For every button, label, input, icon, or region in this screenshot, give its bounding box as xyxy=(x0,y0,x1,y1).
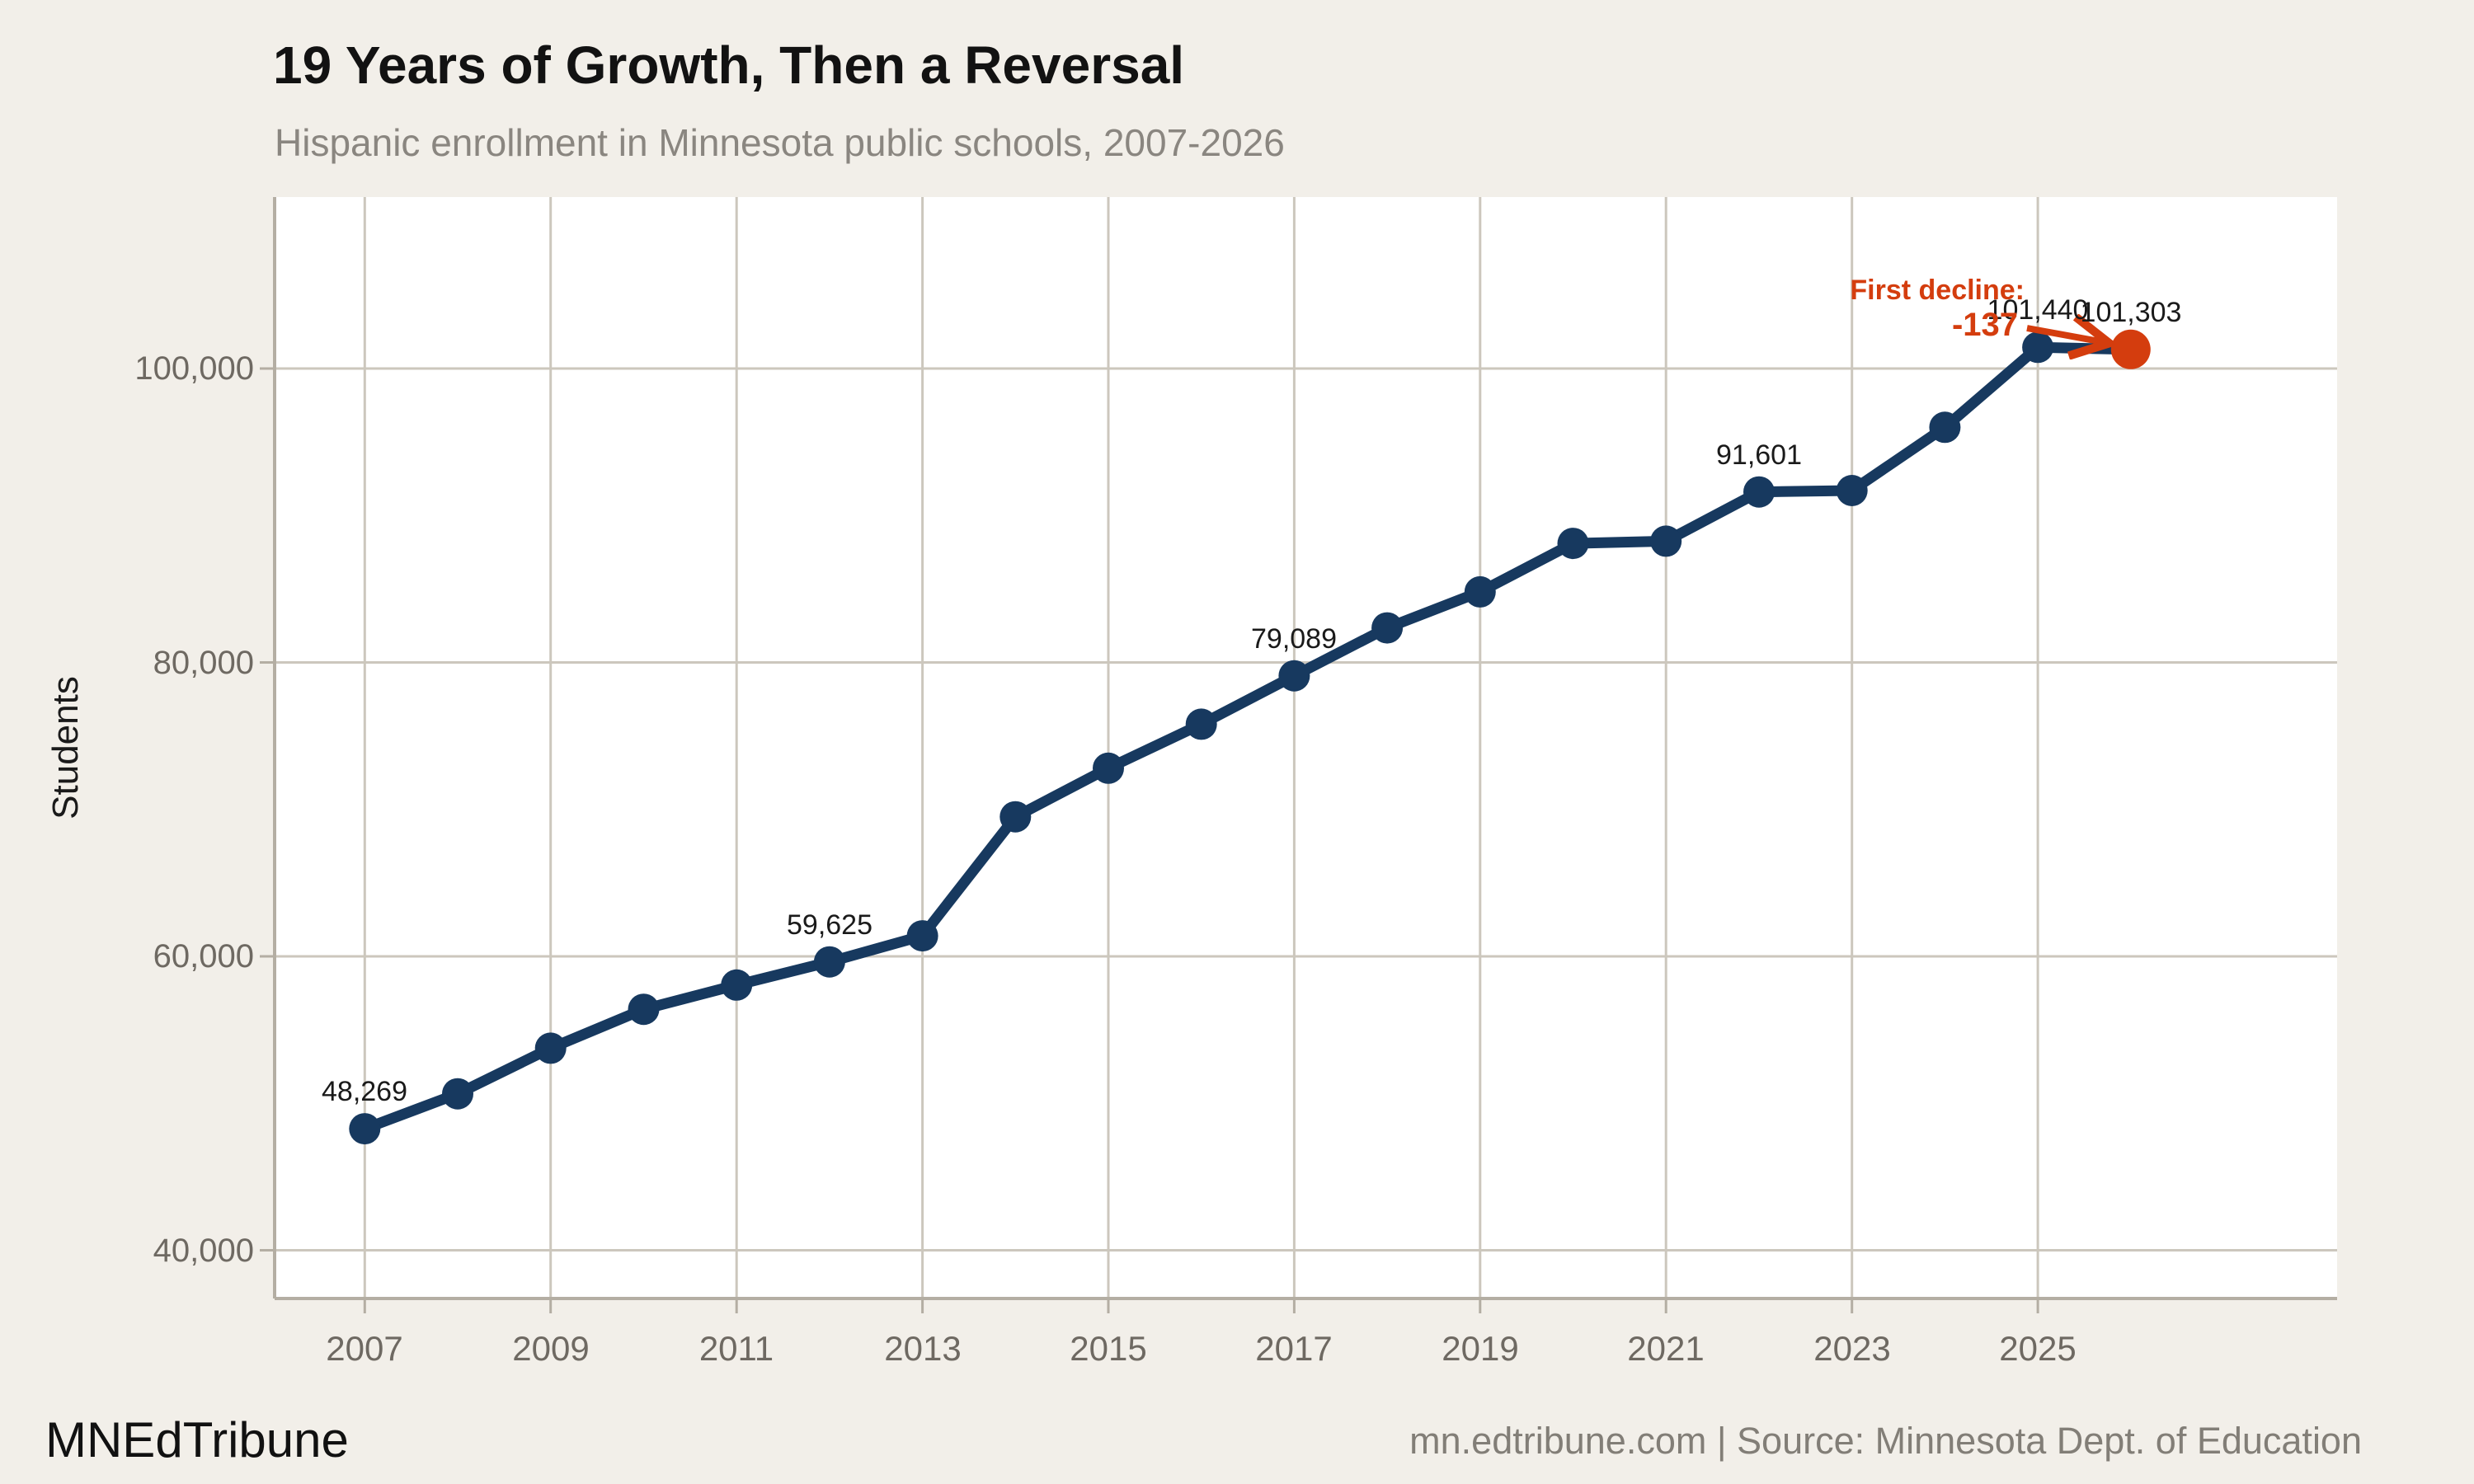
data-point-2017 xyxy=(1278,660,1310,692)
source-credit: mn.edtribune.com | Source: Minnesota Dep… xyxy=(1409,1420,2362,1462)
chart-title: 19 Years of Growth, Then a Reversal xyxy=(273,35,1185,95)
x-tick-label-2023: 2023 xyxy=(1813,1329,1891,1368)
data-label-2025: 101,440 xyxy=(1987,294,2089,326)
data-point-2024 xyxy=(1929,411,1961,444)
data-point-2022 xyxy=(1743,476,1775,508)
publisher-logo: MNEdTribune xyxy=(45,1412,349,1468)
data-point-2023 xyxy=(1836,475,1868,506)
data-point-2020 xyxy=(1557,528,1589,560)
x-tick-label-2007: 2007 xyxy=(326,1329,403,1368)
data-point-2018 xyxy=(1371,612,1404,644)
annotation-text: First decline: xyxy=(1850,275,2025,306)
x-tick-label-2013: 2013 xyxy=(884,1329,962,1368)
y-tick-label-60000: 60,000 xyxy=(153,938,254,974)
first-decline-annotation: First decline: -137 xyxy=(1850,274,2025,343)
data-point-2019 xyxy=(1464,575,1496,608)
x-tick-label-2011: 2011 xyxy=(698,1329,774,1368)
data-point-2011 xyxy=(721,969,753,1001)
data-point-2014 xyxy=(999,801,1032,833)
data-point-2010 xyxy=(628,993,660,1026)
data-point-2016 xyxy=(1185,708,1217,740)
data-point-2021 xyxy=(1650,525,1682,557)
x-tick-label-2019: 2019 xyxy=(1442,1329,1519,1368)
y-tick-label-80000: 80,000 xyxy=(153,645,254,681)
y-axis-title: Students xyxy=(45,676,86,819)
x-tick-label-2009: 2009 xyxy=(512,1329,590,1368)
data-point-2008 xyxy=(442,1078,473,1110)
data-label-2026: 101,303 xyxy=(2080,297,2182,328)
y-tick-label-100000: 100,000 xyxy=(134,350,254,387)
data-label-2007: 48,269 xyxy=(322,1076,407,1107)
chart-subtitle: Hispanic enrollment in Minnesota public … xyxy=(275,121,1285,164)
data-point-2007 xyxy=(349,1113,381,1145)
annotation-delta: -137 xyxy=(1951,307,2018,343)
x-tick-label-2017: 2017 xyxy=(1255,1329,1333,1368)
data-point-2025 xyxy=(2022,331,2054,364)
data-label-2022: 91,601 xyxy=(1716,439,1802,471)
data-point-2026 xyxy=(2110,329,2151,369)
data-point-2015 xyxy=(1093,752,1124,784)
data-point-2009 xyxy=(534,1032,567,1064)
x-tick-label-2025: 2025 xyxy=(1999,1329,2077,1368)
data-label-2017: 79,089 xyxy=(1251,623,1337,655)
x-tick-label-2021: 2021 xyxy=(1627,1329,1705,1368)
data-label-2012: 59,625 xyxy=(787,909,872,941)
y-tick-label-40000: 40,000 xyxy=(153,1233,254,1269)
data-point-2013 xyxy=(906,920,938,952)
annotation-arrow xyxy=(2026,328,2103,342)
data-point-2012 xyxy=(813,946,845,978)
x-tick-label-2015: 2015 xyxy=(1070,1329,1147,1368)
